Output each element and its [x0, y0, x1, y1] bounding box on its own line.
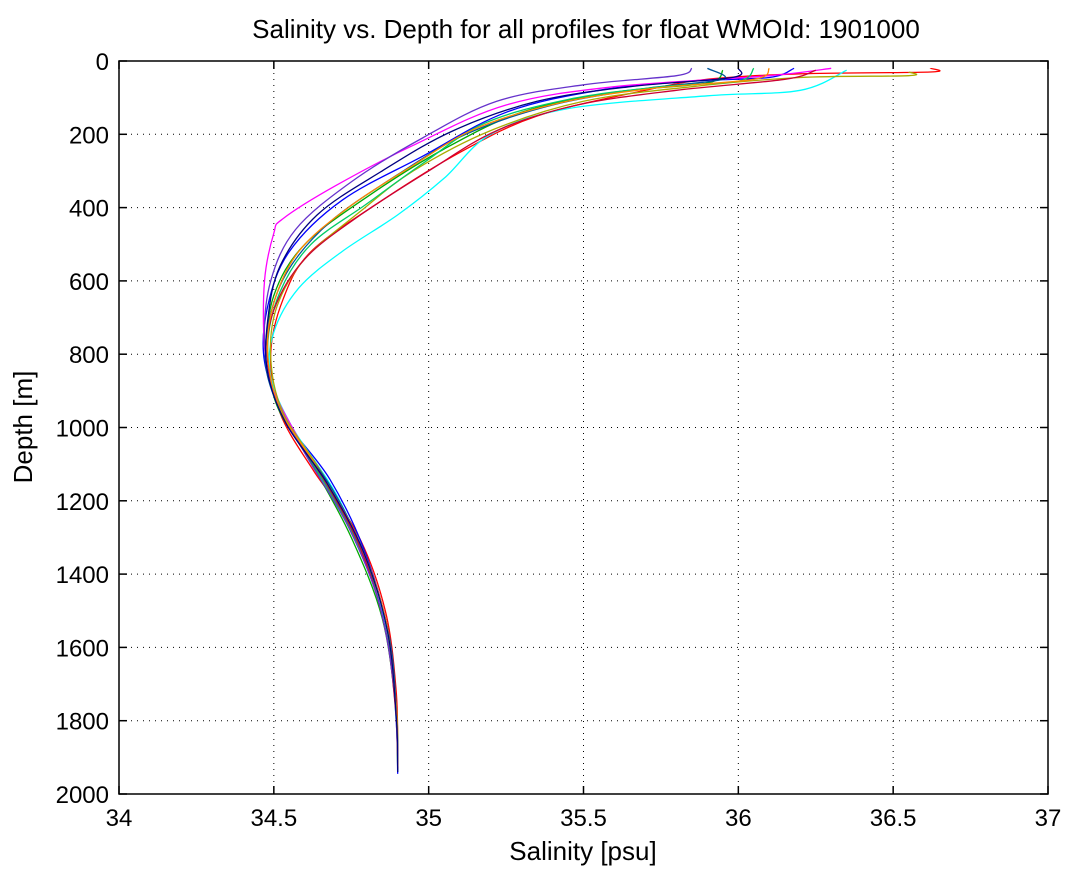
y-tick-label: 2000	[56, 782, 109, 809]
y-tick-label: 0	[96, 49, 109, 76]
y-tick-label: 1200	[56, 489, 109, 516]
x-tick-label: 36.5	[870, 805, 917, 832]
y-tick-label: 1800	[56, 709, 109, 736]
axis-ticks	[118, 60, 1049, 795]
x-tick-label: 36	[725, 805, 752, 832]
y-tick-label: 400	[69, 196, 109, 223]
profile-line	[263, 67, 693, 758]
y-axis-label: Depth [m]	[8, 371, 38, 484]
y-tick-label: 1000	[56, 416, 109, 443]
y-tick-labels: 0 200 400 600 800 1000 1200 1400 1600 1800 2000	[56, 49, 109, 809]
x-axis-label: Salinity [psu]	[509, 836, 656, 866]
x-tick-label: 35.5	[560, 805, 607, 832]
grid	[119, 61, 1048, 794]
y-tick-label: 1400	[56, 562, 109, 589]
chart-title: Salinity vs. Depth for all profiles for …	[252, 14, 920, 44]
x-tick-label: 34	[106, 805, 133, 832]
profile-line	[266, 69, 724, 769]
x-tick-label: 37	[1035, 805, 1062, 832]
x-tick-labels: 34 34.5 35 35.5 36 36.5 37	[106, 805, 1062, 832]
data-series	[262, 67, 941, 774]
x-tick-label: 35	[415, 805, 442, 832]
profile-line	[265, 67, 743, 773]
x-tick-label: 34.5	[250, 805, 297, 832]
y-tick-label: 200	[69, 122, 109, 149]
y-tick-label: 1600	[56, 635, 109, 662]
y-tick-label: 800	[69, 342, 109, 369]
y-tick-label: 600	[69, 269, 109, 296]
